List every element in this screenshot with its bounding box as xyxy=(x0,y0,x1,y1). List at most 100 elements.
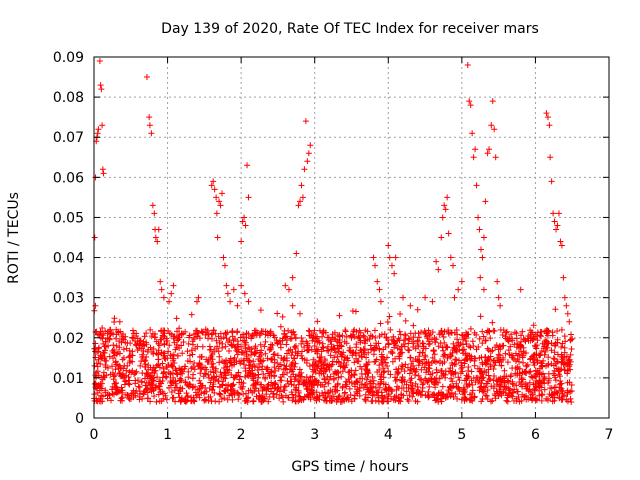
band-point xyxy=(268,379,275,386)
band-point xyxy=(310,356,317,363)
band-point xyxy=(369,373,376,380)
band-point xyxy=(93,349,100,356)
band-point xyxy=(320,327,327,334)
band-point xyxy=(174,384,181,391)
band-point xyxy=(354,379,361,386)
band-point xyxy=(516,352,523,359)
data-point xyxy=(223,282,230,289)
band-point xyxy=(558,343,565,350)
data-point xyxy=(391,270,398,277)
band-point xyxy=(157,380,164,387)
band-point xyxy=(457,370,464,377)
data-point xyxy=(227,298,234,305)
band-point xyxy=(503,373,510,380)
band-point xyxy=(219,344,226,351)
band-point xyxy=(205,371,212,378)
band-point xyxy=(282,383,289,390)
band-point xyxy=(158,336,165,343)
data-point xyxy=(482,198,489,205)
band-point xyxy=(297,373,304,380)
band-point xyxy=(178,342,185,349)
band-point xyxy=(242,373,249,380)
band-point xyxy=(246,357,253,364)
band-point xyxy=(221,369,228,376)
band-point xyxy=(472,379,479,386)
band-point xyxy=(122,378,129,385)
band-point xyxy=(139,370,146,377)
data-point xyxy=(547,154,554,161)
data-point xyxy=(92,302,99,309)
band-point xyxy=(393,392,400,399)
band-point xyxy=(118,373,125,380)
band-point xyxy=(265,398,272,405)
band-point xyxy=(248,373,255,380)
band-point xyxy=(275,365,282,372)
band-point xyxy=(205,394,212,401)
band-point xyxy=(127,352,134,359)
band-point xyxy=(390,396,397,403)
band-point xyxy=(531,387,538,394)
band-point xyxy=(337,363,344,370)
band-point xyxy=(381,330,388,337)
band-point xyxy=(569,335,576,342)
band-point xyxy=(532,397,539,404)
band-point xyxy=(523,370,530,377)
data-point xyxy=(238,282,245,289)
band-point xyxy=(500,342,507,349)
band-point xyxy=(313,346,320,353)
band-point xyxy=(205,335,212,342)
data-point xyxy=(429,298,436,305)
band-point xyxy=(335,370,342,377)
band-point xyxy=(167,378,174,385)
band-point xyxy=(568,345,575,352)
band-point xyxy=(291,382,298,389)
band-point xyxy=(324,347,331,354)
band-point xyxy=(402,332,409,339)
band-point xyxy=(272,384,279,391)
band-point xyxy=(399,349,406,356)
band-point xyxy=(478,354,485,361)
band-point xyxy=(326,392,333,399)
band-point xyxy=(280,387,287,394)
band-point xyxy=(486,376,493,383)
band-point xyxy=(292,342,299,349)
data-point xyxy=(213,194,220,201)
band-point xyxy=(491,328,498,335)
band-point xyxy=(226,392,233,399)
band-point xyxy=(173,370,180,377)
band-point xyxy=(287,366,294,373)
band-point xyxy=(503,328,510,335)
band-point xyxy=(247,387,254,394)
band-point xyxy=(465,331,472,338)
band-point xyxy=(498,362,505,369)
band-point xyxy=(459,336,466,343)
band-point xyxy=(271,372,278,379)
band-point xyxy=(486,328,493,335)
data-point xyxy=(160,294,167,301)
band-point xyxy=(291,331,298,338)
band-point xyxy=(102,361,109,368)
data-point xyxy=(100,170,107,177)
band-point xyxy=(360,384,367,391)
data-point xyxy=(458,278,465,285)
band-point xyxy=(378,353,385,360)
band-point xyxy=(397,398,404,405)
band-point xyxy=(197,365,204,372)
band-point xyxy=(520,359,527,366)
band-point xyxy=(425,377,432,384)
band-point xyxy=(356,334,363,341)
band-point xyxy=(404,364,411,371)
band-point xyxy=(280,398,287,405)
band-point xyxy=(408,385,415,392)
band-point xyxy=(509,354,516,361)
band-point xyxy=(294,352,301,359)
data-point xyxy=(241,214,248,221)
band-point xyxy=(459,347,466,354)
band-point xyxy=(110,331,117,338)
band-point xyxy=(519,383,526,390)
band-point xyxy=(412,345,419,352)
band-point xyxy=(438,398,445,405)
band-point xyxy=(469,338,476,345)
data-point xyxy=(221,262,228,269)
band-point xyxy=(433,366,440,373)
